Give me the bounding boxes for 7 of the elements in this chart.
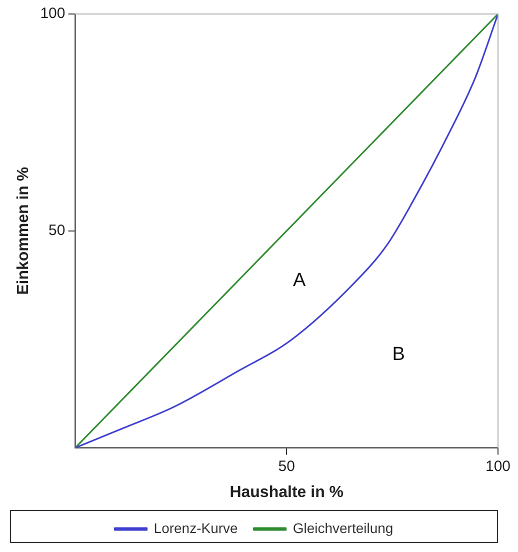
legend-label: Gleichverteilung [292,520,394,536]
x-axis-title: Haushalte in % [230,484,344,501]
annotation: B [392,344,405,365]
line-series [75,14,498,448]
annotation: A [292,270,306,292]
legend-label: Lorenz-Kurve [154,520,238,536]
y-axis-title: Einkommen in % [15,166,32,295]
